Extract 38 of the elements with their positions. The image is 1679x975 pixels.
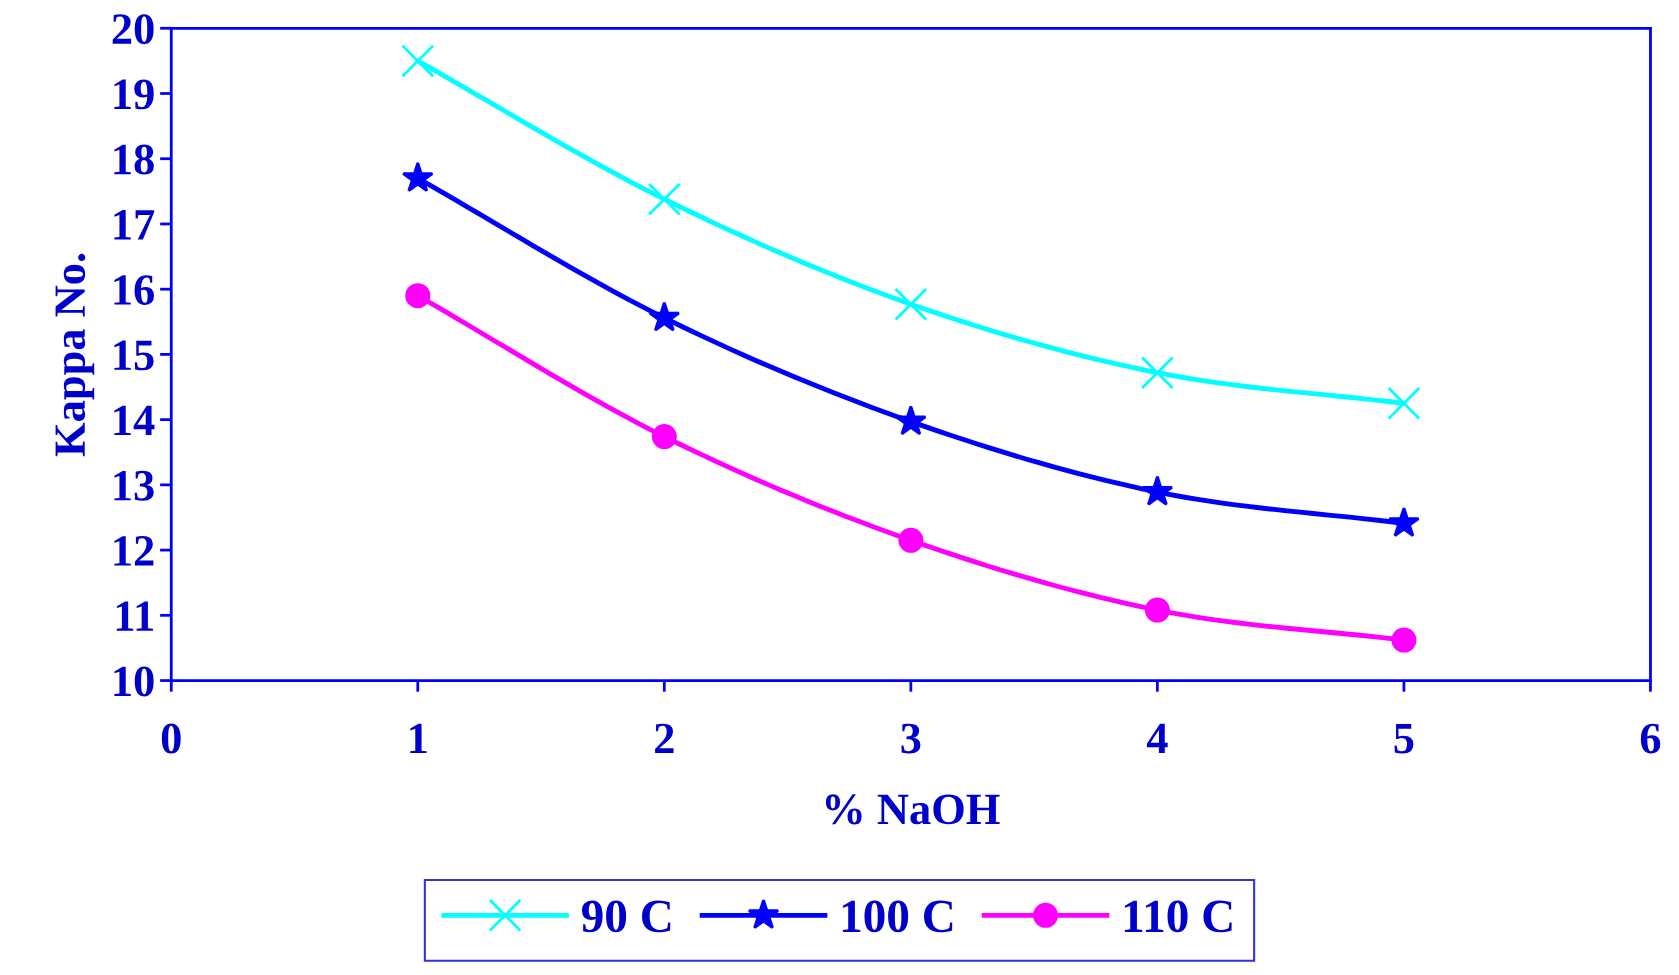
- point: [894, 404, 927, 436]
- x-axis-title: % NaOH: [825, 794, 1000, 825]
- x-tick-label: 4: [1146, 723, 1168, 754]
- x-tick-label: 5: [1394, 723, 1414, 754]
- point: [401, 161, 434, 193]
- point: [1144, 597, 1170, 623]
- y-tick-label: 14: [114, 405, 155, 436]
- point: [647, 182, 681, 216]
- point: [1391, 627, 1417, 653]
- point: [651, 424, 677, 450]
- legend-label: 100 C: [842, 900, 953, 933]
- point: [1388, 506, 1420, 538]
- point: [405, 283, 431, 309]
- y-tick-label: 18: [114, 144, 154, 175]
- point: [898, 527, 924, 553]
- x-tick-label: 1: [410, 723, 427, 754]
- y-tick-label: 19: [114, 79, 154, 110]
- legend-label: 110 C: [1124, 900, 1232, 933]
- y-tick-label: 20: [112, 14, 154, 45]
- point: [1141, 475, 1174, 506]
- y-tick-label: 12: [114, 536, 154, 566]
- y-tick-label: 15: [114, 340, 154, 371]
- point: [1387, 386, 1421, 420]
- x-tick-label: 2: [655, 723, 674, 754]
- y-tick-label: 11: [116, 601, 153, 631]
- x-tick-label: 3: [901, 723, 921, 754]
- point: [401, 44, 435, 78]
- y-tick-label: 13: [114, 470, 154, 501]
- x-tick-label: 6: [1640, 723, 1661, 754]
- point: [894, 287, 928, 321]
- y-tick-label: 16: [114, 275, 154, 306]
- y-tick-label: 10: [114, 666, 154, 697]
- y-axis-title: Kappa No.: [55, 253, 95, 457]
- point: [1140, 356, 1175, 390]
- legend-label: 90 C: [581, 900, 671, 933]
- y-tick-label: 17: [114, 210, 155, 240]
- x-tick-label: 0: [161, 723, 181, 754]
- point: [648, 301, 681, 332]
